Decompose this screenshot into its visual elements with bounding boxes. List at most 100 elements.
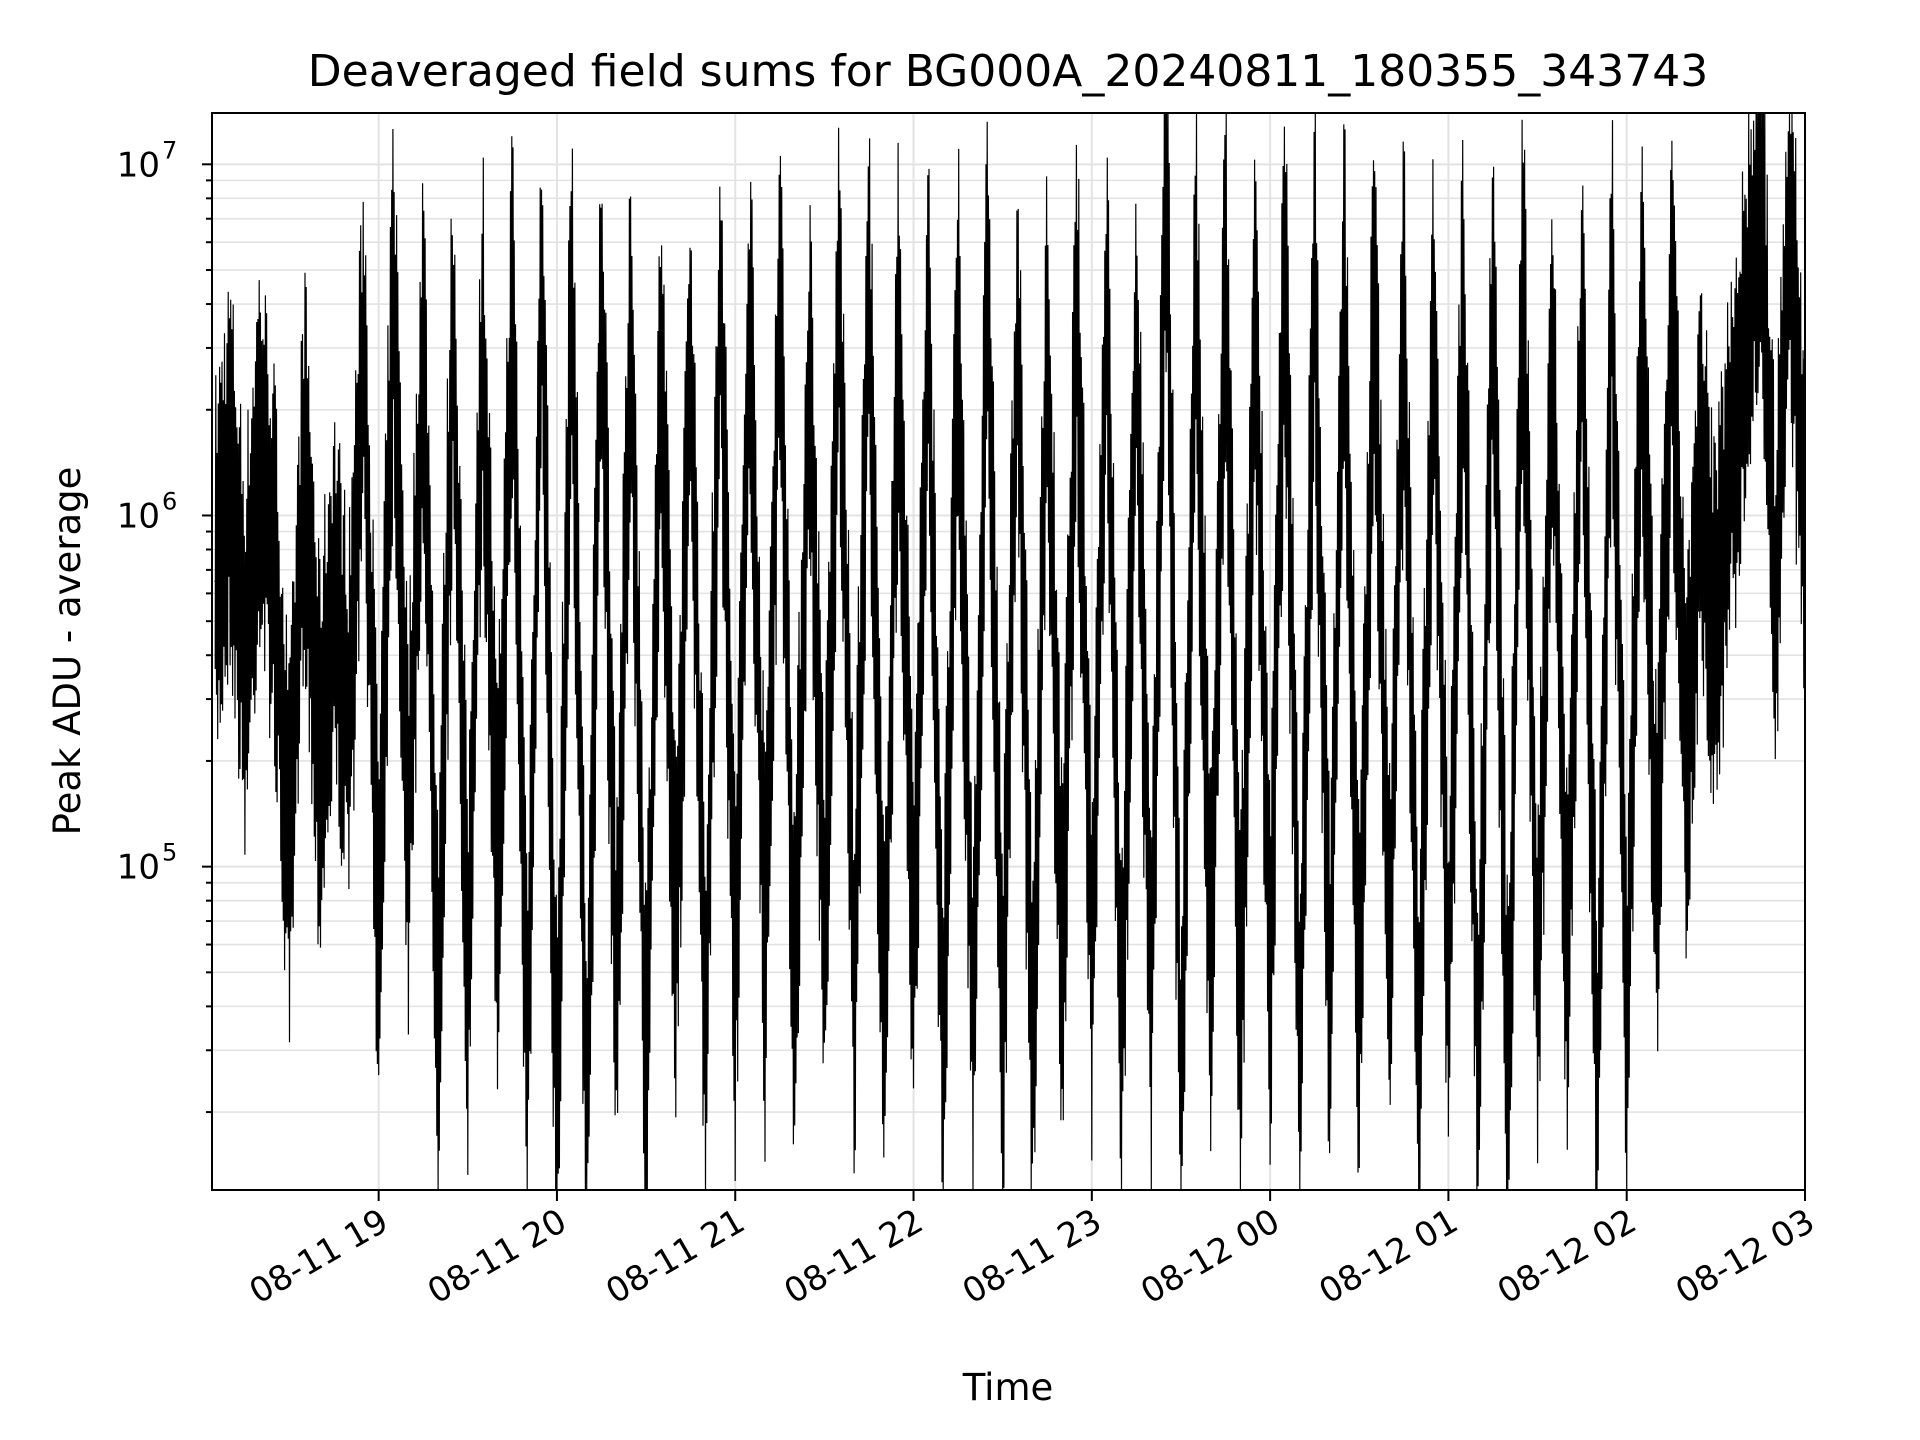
data-point: [927, 337, 930, 339]
data-point: [1328, 1005, 1331, 1008]
data-point: [1432, 307, 1435, 309]
data-point: [1061, 987, 1063, 990]
data-point: [407, 838, 410, 840]
data-point: [437, 1005, 439, 1008]
data-point: [1269, 971, 1271, 974]
data-point: [348, 726, 350, 728]
data-point: [1655, 899, 1658, 902]
data-point: [1492, 281, 1494, 284]
data-point: [1091, 971, 1093, 974]
data-point: [526, 1049, 529, 1052]
data-point: [1105, 307, 1108, 309]
data-point: [660, 357, 662, 360]
data-point: [541, 281, 543, 284]
data-point: [333, 592, 335, 595]
data-point: [1417, 1077, 1420, 1079]
data-point: [1224, 269, 1227, 271]
data-point: [481, 332, 484, 335]
data-point: [1358, 1025, 1361, 1028]
data-point: [1581, 311, 1583, 313]
data-point: [1521, 263, 1524, 265]
data-point: [1016, 319, 1019, 321]
data-point: [853, 1005, 855, 1008]
data-point: [1551, 332, 1554, 335]
data-point: [214, 580, 217, 582]
data-point: [229, 463, 231, 465]
data-point: [897, 319, 900, 321]
data-point: [675, 943, 677, 946]
data-point: [1536, 1005, 1539, 1008]
data-point: [1284, 263, 1286, 265]
data-point: [1625, 1049, 1628, 1052]
data-point: [1700, 474, 1702, 477]
data-point: [1477, 1083, 1479, 1086]
y-tick-exponent: 7: [162, 136, 177, 164]
data-point: [912, 957, 915, 959]
data-point: [1507, 1111, 1509, 1113]
y-tick-exponent: 5: [162, 839, 177, 867]
data-point: [1403, 311, 1405, 313]
data-point: [1373, 281, 1375, 284]
data-point: [1729, 452, 1732, 455]
y-tick-label: 10: [117, 145, 160, 185]
data-point: [362, 347, 365, 349]
data-point: [1685, 760, 1687, 762]
plot-frame: [211, 112, 1806, 1191]
data-point: [764, 957, 766, 959]
data-point: [1254, 295, 1257, 298]
data-point: [1566, 987, 1569, 990]
data-point: [1239, 1039, 1242, 1042]
data-point: [1165, 163, 1167, 166]
series-line: [214, 112, 1805, 1191]
data-point: [571, 269, 573, 271]
y-tick-label: 10: [117, 496, 160, 536]
data-series: [214, 112, 1806, 1191]
y-tick-exponent: 6: [162, 487, 177, 515]
data-point: [1031, 1071, 1034, 1073]
data-point: [556, 1127, 558, 1129]
x-axis-label: Time: [962, 1366, 1054, 1409]
data-point: [288, 875, 291, 877]
data-point: [942, 1059, 945, 1062]
data-point: [823, 943, 826, 946]
data-point: [422, 337, 425, 339]
data-point: [1744, 347, 1747, 349]
data-point: [883, 1049, 885, 1052]
data-point: [1611, 281, 1613, 284]
data-point: [258, 442, 261, 445]
data-point: [719, 281, 722, 284]
data-point: [1046, 342, 1049, 344]
data-point: [585, 1136, 588, 1138]
data-point: [1462, 299, 1465, 302]
data-point: [689, 347, 692, 349]
data-point: [1001, 1049, 1004, 1052]
data-point: [1150, 1013, 1153, 1016]
data-point: [1120, 1059, 1123, 1062]
data-point: [630, 323, 633, 326]
y-axis-label: Peak ADU - average: [46, 467, 89, 836]
data-point: [704, 1044, 707, 1047]
data-point: [808, 357, 811, 360]
data-point: [600, 288, 603, 291]
data-point: [1388, 971, 1390, 974]
data-point: [392, 285, 395, 287]
data-point: [1076, 303, 1078, 305]
data-point: [749, 311, 751, 313]
data-point: [1715, 636, 1717, 639]
data-point: [779, 288, 781, 291]
data-point: [452, 328, 454, 330]
data-point: [793, 1005, 796, 1008]
data-point: [377, 943, 380, 946]
data-point: [972, 1030, 974, 1032]
data-point: [1789, 213, 1791, 216]
data-point: [1209, 987, 1212, 990]
data-point: [1180, 1111, 1182, 1113]
data-point: [957, 328, 959, 330]
data-point: [303, 452, 306, 455]
data-point: [318, 760, 321, 762]
data-point: [1195, 281, 1197, 284]
chart-title: Deaveraged field sums for BG000A_2024081…: [308, 46, 1708, 97]
data-point: [1774, 620, 1777, 622]
data-point: [1670, 315, 1673, 317]
